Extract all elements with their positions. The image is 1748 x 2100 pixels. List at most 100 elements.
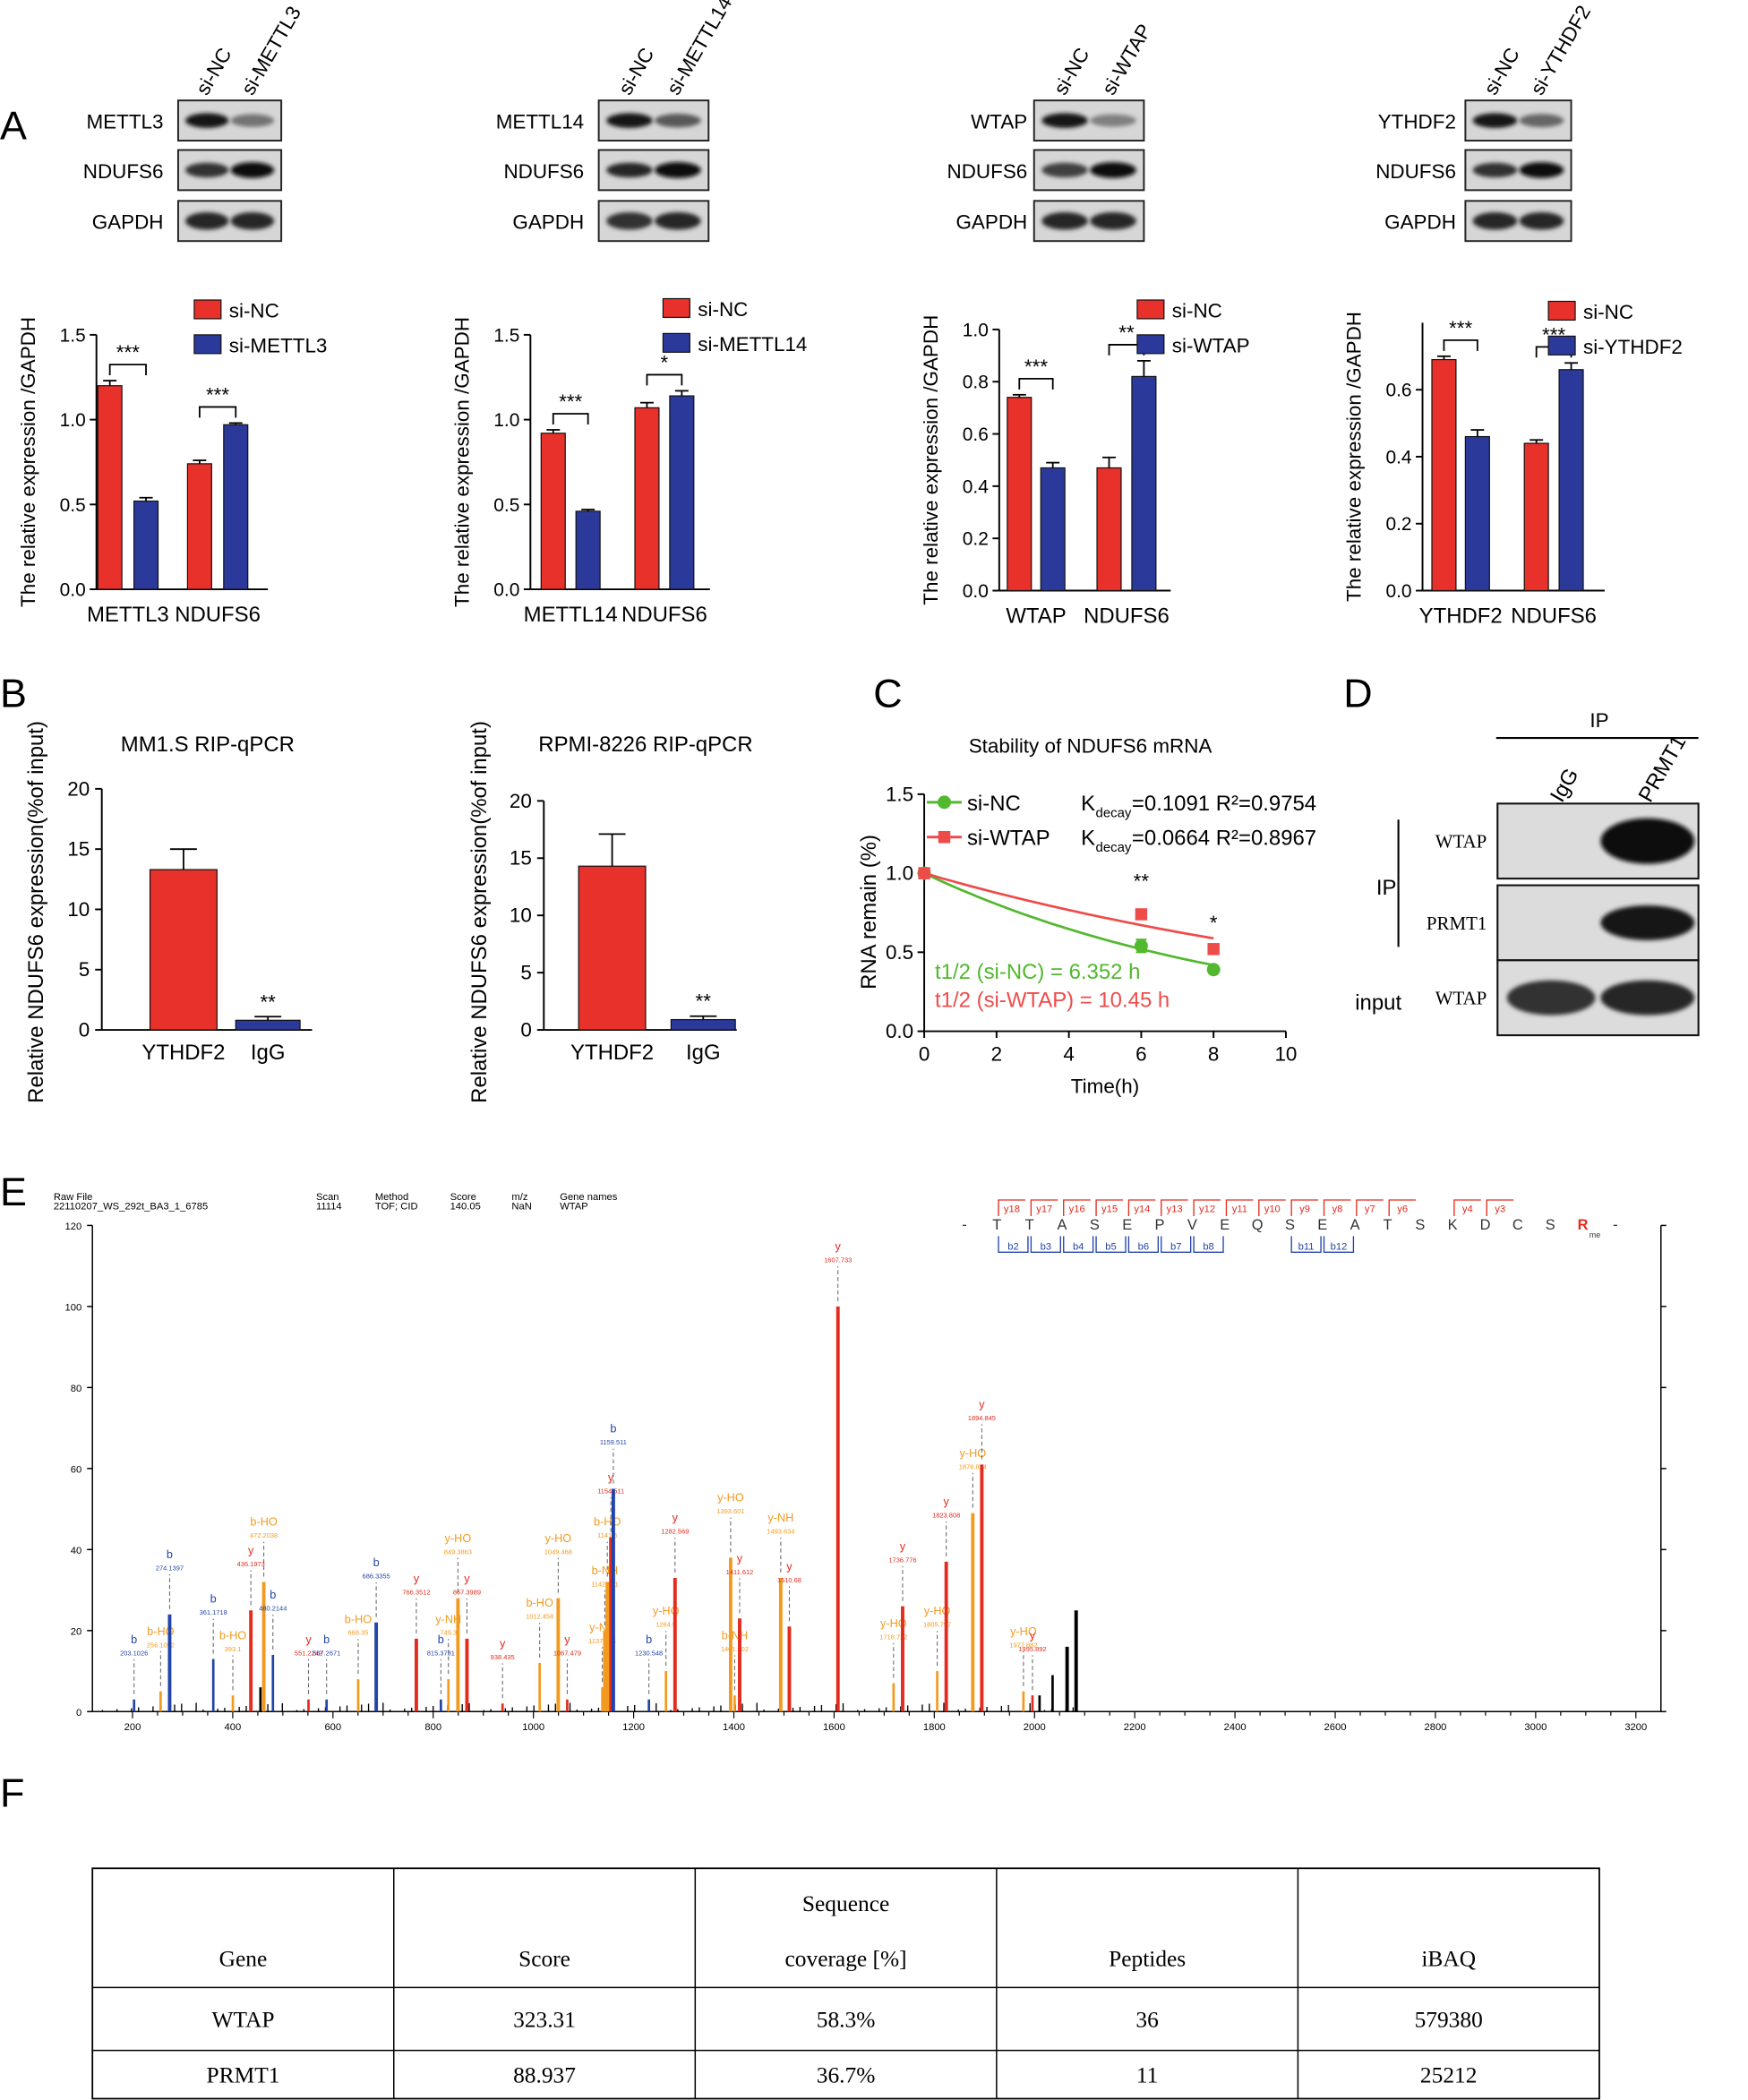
table-header: Gene — [219, 1946, 268, 1971]
blot-band — [1506, 980, 1596, 1016]
ion-label: b — [270, 1588, 276, 1601]
table-header: iBAQ — [1421, 1946, 1476, 1971]
y-axis-label: The relative expression /GAPDH — [1343, 312, 1366, 602]
blot-row-label: METTL14 — [496, 111, 584, 133]
y-ion-bracket — [1161, 1199, 1188, 1216]
bar — [670, 1018, 736, 1031]
table-cell: 36 — [1135, 2007, 1158, 2032]
ion-label: b — [167, 1547, 173, 1561]
y-tick-label: 20 — [510, 790, 532, 812]
y-tick-label: 15 — [67, 838, 90, 861]
x-axis-label: Time(h) — [1071, 1075, 1139, 1097]
b-ion-label: b8 — [1203, 1241, 1213, 1252]
y-axis-label: The relative expression /GAPDH — [451, 317, 474, 607]
bar — [1523, 442, 1549, 592]
blot-band — [1472, 162, 1518, 178]
y-tick-label: 0 — [76, 1708, 81, 1719]
bar — [1040, 467, 1066, 592]
legend-label: si-METTL14 — [698, 333, 807, 356]
bar — [540, 433, 566, 590]
blot-row-label: GAPDH — [956, 211, 1028, 234]
y-tick-label: 0.6 — [963, 424, 989, 445]
legend-label: si-WTAP — [1172, 334, 1250, 356]
blot-row-label: NDUFS6 — [947, 160, 1028, 183]
y-ion-bracket — [1063, 1199, 1091, 1216]
y-ion-bracket — [1030, 1199, 1058, 1216]
blot-band — [1600, 904, 1695, 940]
x-tick-label: 4 — [1063, 1042, 1074, 1065]
bar — [1007, 397, 1033, 592]
blot-band — [230, 162, 275, 178]
blot-lane-label: si-METTL14 — [663, 0, 737, 99]
sequence-residue: T — [992, 1217, 1001, 1233]
x-tick-label: 1800 — [923, 1722, 946, 1733]
blot-row-label: NDUFS6 — [503, 160, 584, 183]
panel-label-d: D — [1343, 671, 1372, 716]
y-axis-label: Relative NDUFS6 expression(%of input) — [24, 721, 48, 1103]
ion-label: y — [900, 1539, 906, 1553]
x-tick-label: NDUFS6 — [175, 603, 261, 627]
ion-mz-label: 1876.834 — [959, 1462, 987, 1470]
blot-band — [1519, 114, 1564, 128]
y-ion-label: y12 — [1199, 1204, 1215, 1214]
sequence-residue: T — [1025, 1217, 1034, 1233]
ion-mz-label: 1736.776 — [888, 1556, 916, 1564]
blot-lane-label: si-NC — [614, 44, 659, 99]
ion-label: y — [1030, 1628, 1036, 1641]
legend-swatch — [1136, 299, 1165, 320]
x-tick-label: 3000 — [1524, 1722, 1547, 1733]
decay-curve — [923, 871, 1214, 940]
ion-mz-label: 1230.548 — [635, 1649, 663, 1657]
spectrum-header-value: 140.05 — [450, 1201, 481, 1212]
blot-band — [606, 113, 653, 128]
ion-label: y-HO — [924, 1604, 951, 1617]
blot-band — [1472, 212, 1518, 230]
blot-band — [185, 212, 229, 230]
table-cell: 25212 — [1420, 2063, 1478, 2088]
legend-label: si-NC — [1172, 299, 1222, 321]
bar — [1464, 435, 1490, 592]
spectrum-header-value: NaN — [511, 1201, 531, 1212]
ion-label: b — [210, 1592, 217, 1606]
table-header: Score — [518, 1946, 570, 1971]
ion-label: y — [564, 1633, 570, 1646]
ion-label: y — [943, 1495, 949, 1508]
x-tick-label: METTL3 — [87, 603, 169, 627]
y-tick-label: 0.0 — [963, 581, 989, 602]
y-ion-bracket — [1453, 1199, 1481, 1216]
ion-mz-label: 1154.511 — [597, 1487, 624, 1495]
ion-label: b-NH — [722, 1628, 749, 1641]
y-tick-label: 1.0 — [886, 862, 913, 885]
table-cell: 88.937 — [513, 2063, 576, 2088]
rip-chart-B1: MM1.S RIP-qPCR 0 5 10 15 20 Relative NDUFS6 ex… — [24, 721, 313, 1103]
sequence-residue: S — [1546, 1217, 1555, 1233]
sequence-residue: V — [1187, 1217, 1197, 1233]
b-ion-label: b5 — [1105, 1241, 1116, 1252]
ion-mz-label: 1607.733 — [824, 1256, 852, 1264]
y-tick-label: 0 — [79, 1019, 90, 1041]
x-tick-label: 8 — [1208, 1042, 1219, 1065]
ion-label: y — [248, 1543, 254, 1556]
legend-swatch — [662, 332, 690, 353]
ion-mz-label: 1995.892 — [1018, 1645, 1046, 1653]
x-tick-label: 2 — [991, 1042, 1002, 1065]
ion-label: b — [610, 1422, 616, 1436]
bar-chart-A1: 0.0 0.5 1.0 1.5 The relative expression /GAP… — [17, 299, 327, 627]
ion-label: y — [835, 1239, 842, 1253]
x-tick-label: 2600 — [1324, 1722, 1347, 1733]
legend-label: si-WTAP — [967, 827, 1050, 851]
half-life-label: t1/2 (si-WTAP) = 10.45 h — [935, 989, 1170, 1013]
legend-swatch — [193, 299, 222, 320]
x-tick-label: IgG — [251, 1041, 286, 1065]
y-tick-label: 0.0 — [886, 1020, 913, 1042]
blot-band — [1041, 113, 1088, 128]
y-tick-label: 0.0 — [60, 580, 86, 601]
half-life-label: t1/2 (si-NC) = 6.352 h — [935, 960, 1140, 984]
x-tick-label: NDUFS6 — [1084, 604, 1170, 628]
ion-label: b-HO — [147, 1624, 174, 1638]
x-tick-label: 800 — [424, 1722, 441, 1733]
significance-bracket — [552, 413, 589, 424]
y-tick-label: 20 — [71, 1626, 81, 1637]
b-ion-label: b7 — [1170, 1241, 1181, 1252]
ion-mz-label: 480.2144 — [259, 1605, 287, 1613]
